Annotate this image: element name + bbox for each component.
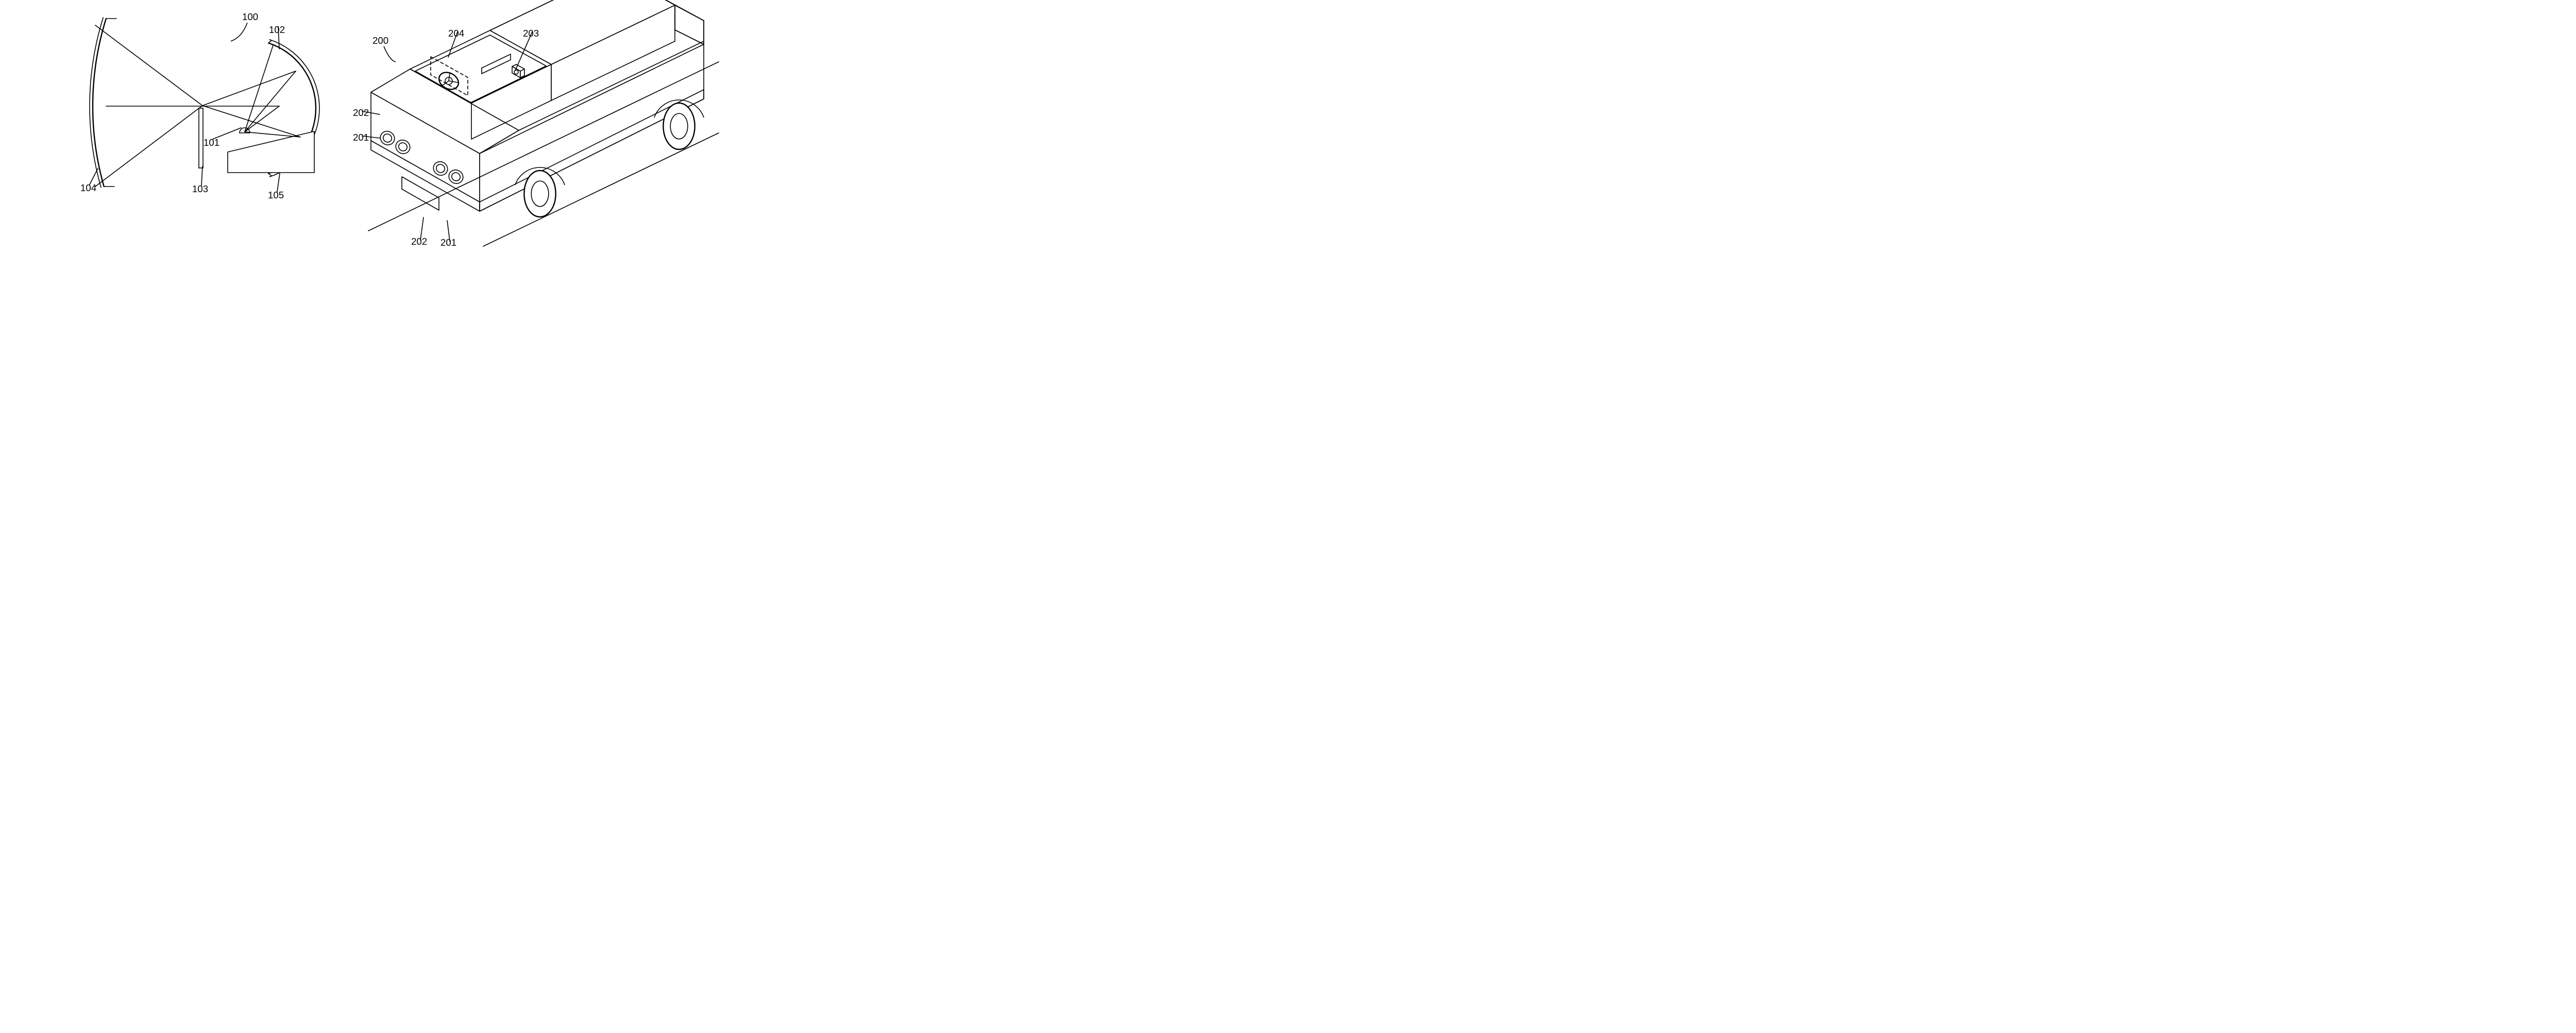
ref-103: 103 bbox=[192, 183, 208, 195]
ref-204: 204 bbox=[448, 28, 464, 39]
ref-201: 201 bbox=[440, 237, 456, 248]
ref-201: 201 bbox=[353, 132, 369, 143]
figure-pair: 100 101 102 103 104 105 200 201 202 201 202 203 204 bbox=[0, 0, 764, 258]
ref-100: 100 bbox=[242, 11, 258, 23]
ref-202: 202 bbox=[411, 236, 427, 247]
ref-203: 203 bbox=[523, 28, 539, 39]
ref-202: 202 bbox=[353, 107, 369, 118]
ref-102: 102 bbox=[269, 24, 285, 36]
ref-104: 104 bbox=[80, 182, 96, 194]
ref-105: 105 bbox=[268, 190, 284, 201]
left-figure bbox=[90, 18, 319, 192]
right-figure bbox=[362, 0, 719, 246]
ref-200: 200 bbox=[372, 35, 388, 46]
ref-101: 101 bbox=[204, 137, 219, 148]
